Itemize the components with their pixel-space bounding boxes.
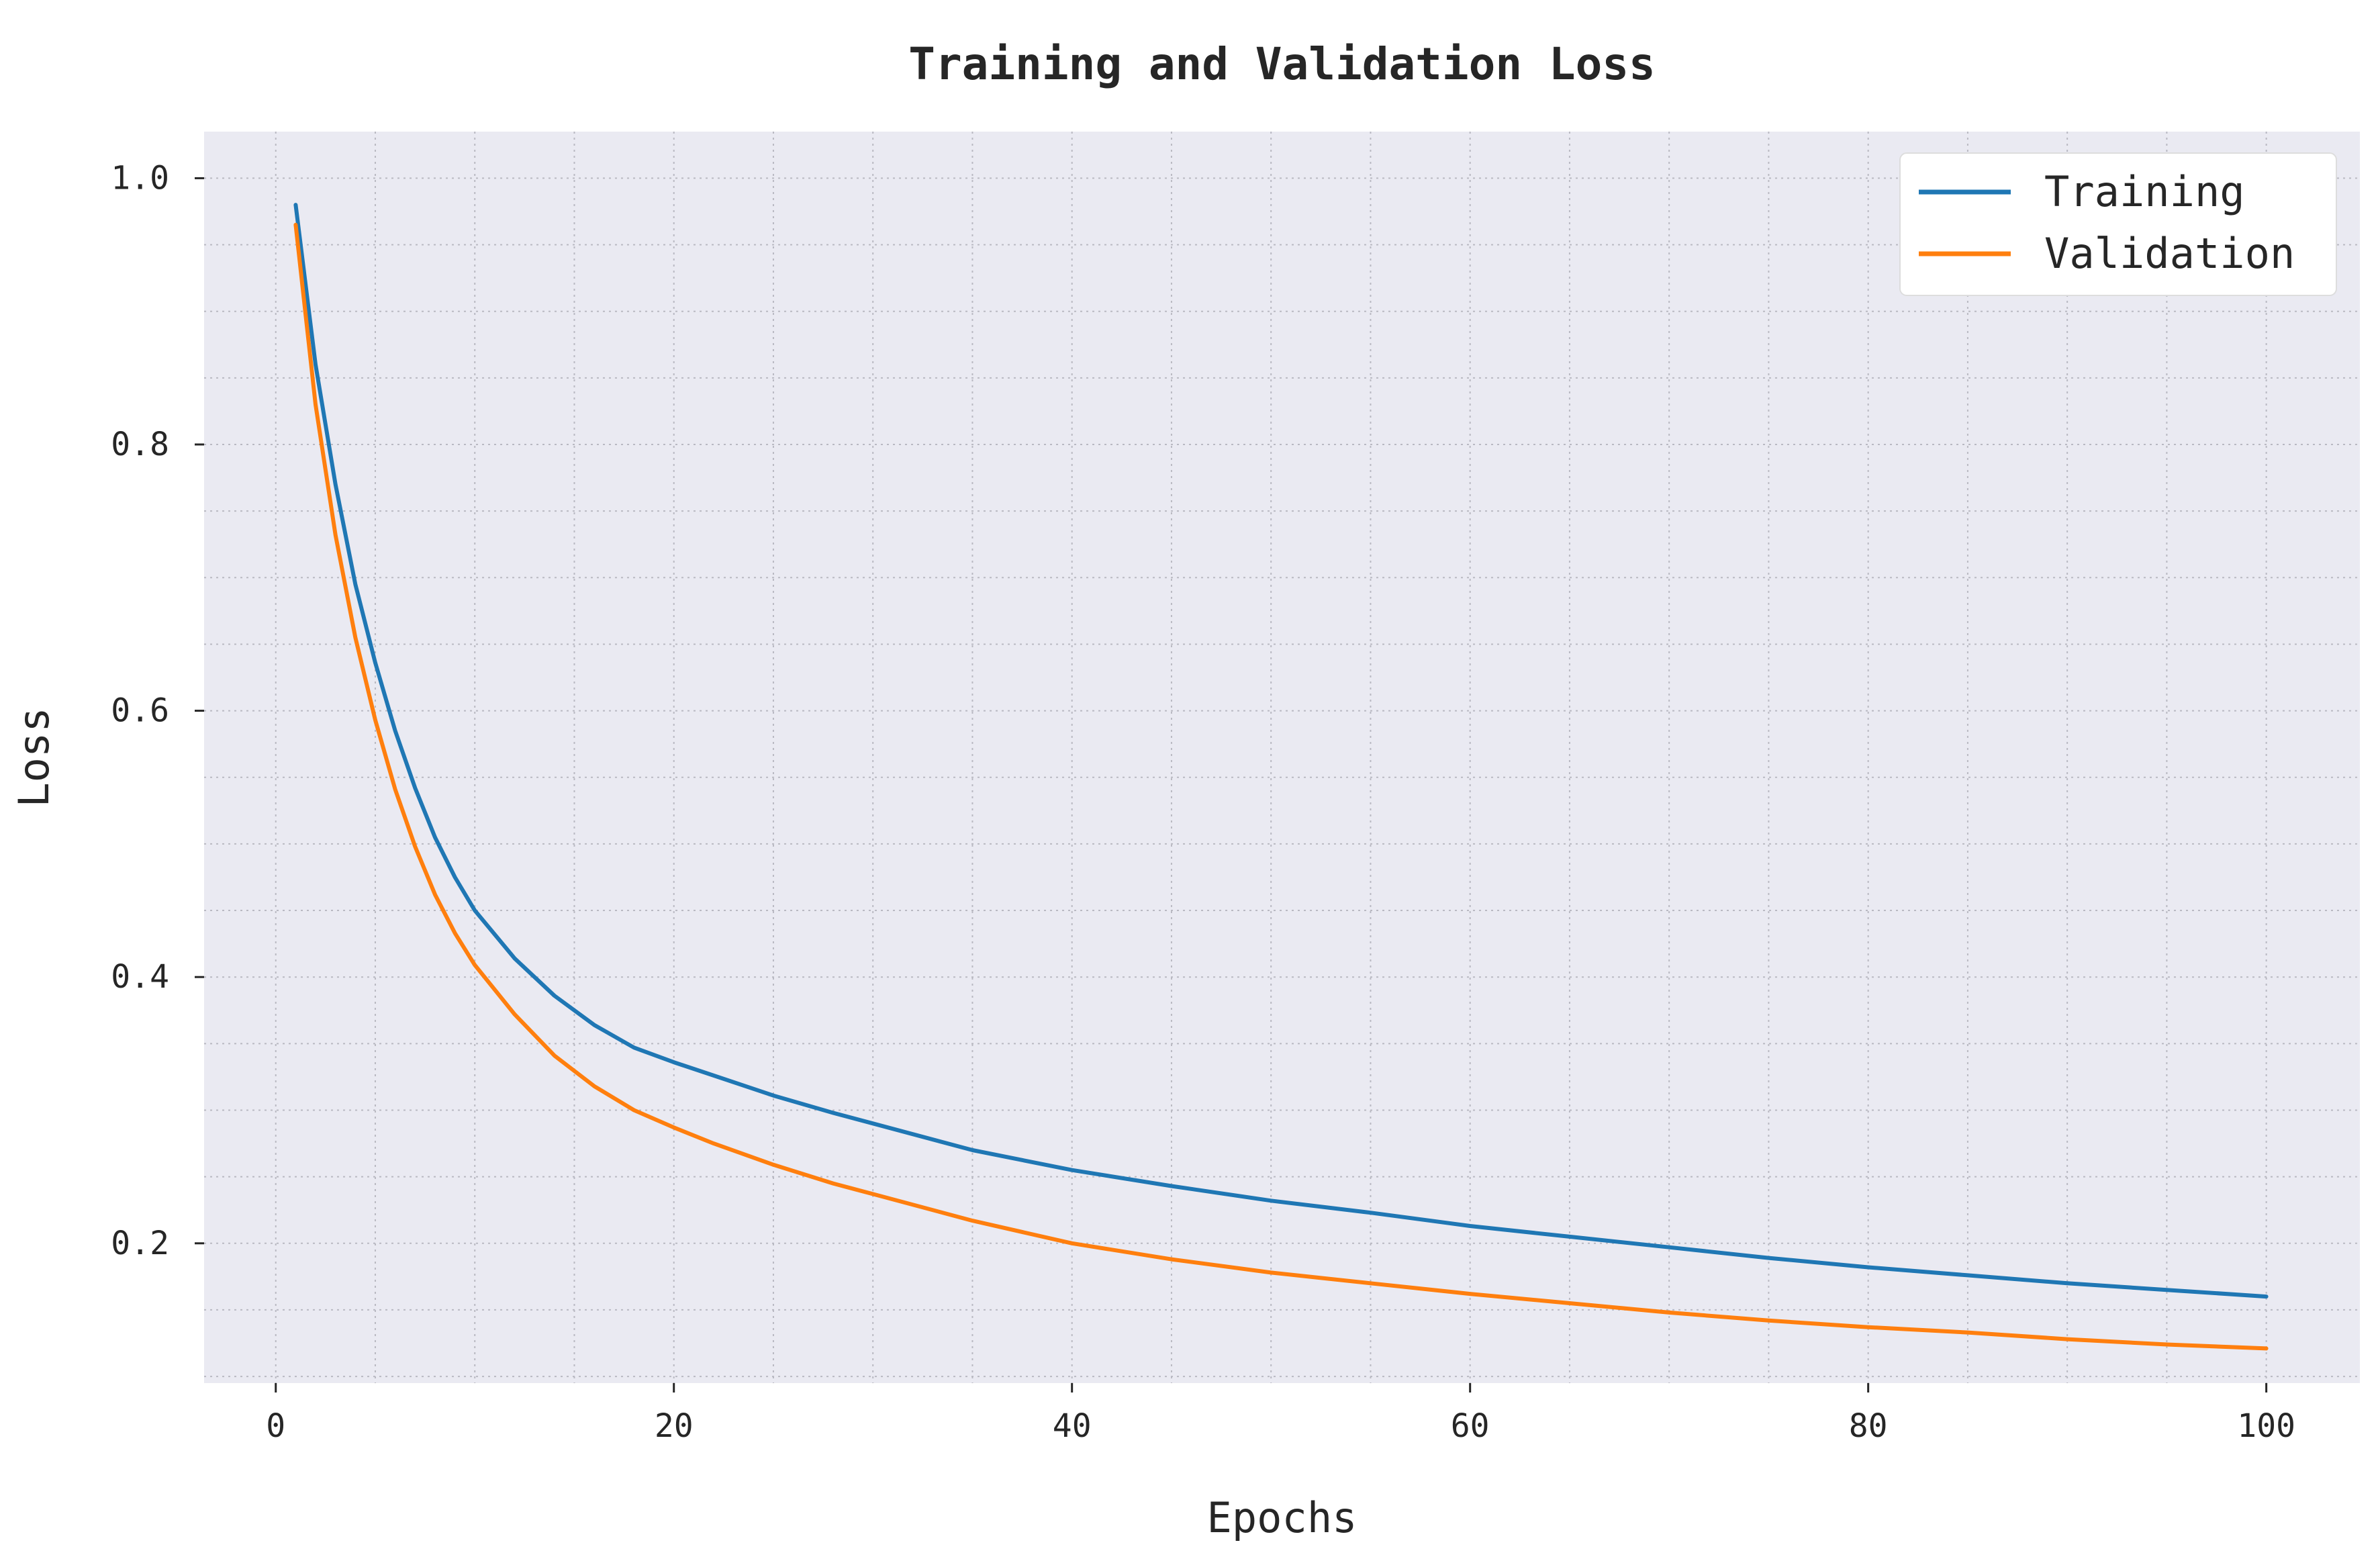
series-line-training [293,203,2269,1299]
x-tick-label: 80 [1849,1407,1888,1445]
y-tick-label: 0.6 [111,692,169,730]
y-axis-label: Loss [9,707,58,807]
plot-area [204,132,2360,1383]
y-tick-label: 0.2 [111,1225,169,1262]
legend: Training Validation [1899,152,2337,296]
x-tick-label: 0 [266,1407,285,1445]
x-tick-label: 60 [1451,1407,1490,1445]
legend-label-validation: Validation [2044,229,2295,278]
legend-box [1899,152,2337,296]
series-lines [293,203,2269,1351]
x-tick-label: 100 [2237,1407,2295,1445]
chart-title: Training and Validation Loss [908,38,1656,90]
x-tick-label: 40 [1053,1407,1092,1445]
y-tick-label: 0.4 [111,958,169,996]
series-line-validation [293,222,2269,1351]
y-tick-label: 1.0 [111,159,169,197]
legend-label-training: Training [2044,167,2245,216]
y-tick-label: 0.8 [111,426,169,463]
x-tick-label: 20 [655,1407,694,1445]
axis-ticks: 0 20 40 60 80 100 0.2 0.4 0.6 0.8 1.0 [111,159,2295,1445]
x-axis-label: Epochs [1207,1493,1358,1542]
